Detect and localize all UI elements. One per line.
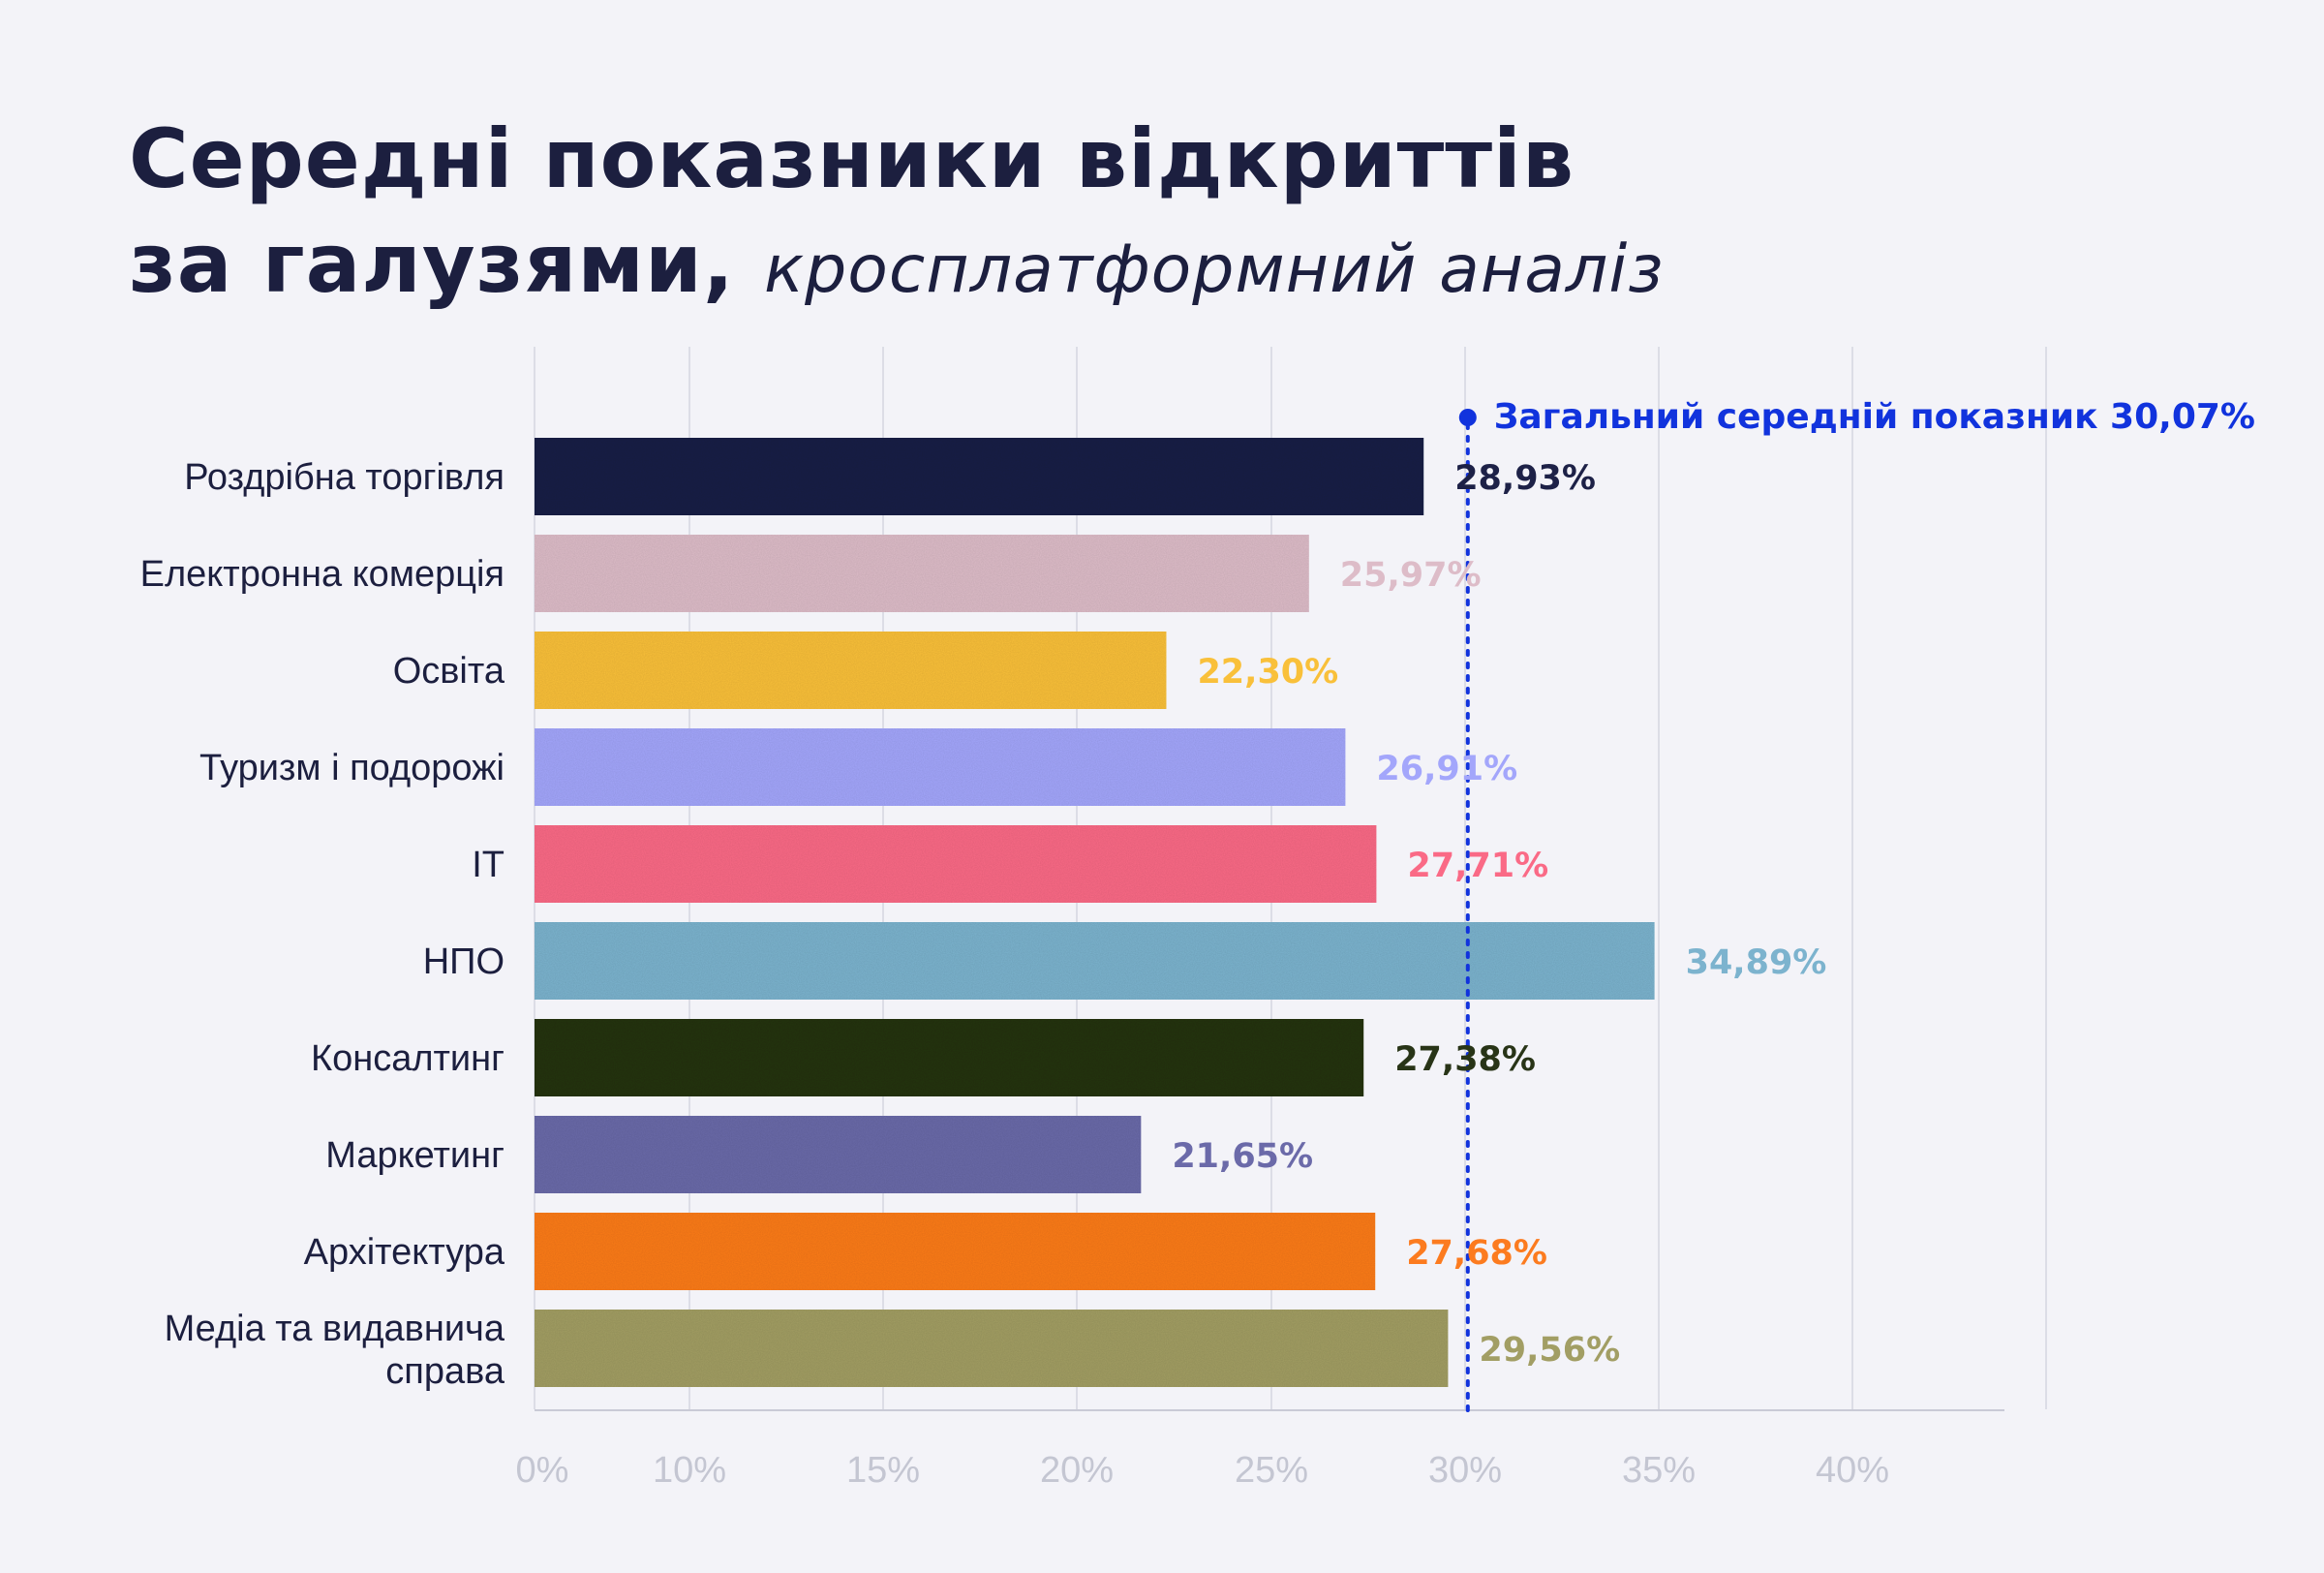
data-label: 27,68% [1406,1234,1547,1273]
x-tick-label: 20% [1040,1450,1114,1491]
average-marker-dot [1458,409,1477,426]
chart-title: Середні показники відкриттів за галузями… [129,107,1664,323]
labels: 0% 10% 15% 20% 25% 30% 35% 40% Роздрібна торгівл… [140,457,1889,1491]
bar [535,438,1424,515]
category-label: Консалтинг [311,1038,505,1079]
data-label: 26,91% [1376,750,1517,788]
category-label: справа [385,1351,505,1392]
category-label: Туризм і подорожі [199,748,505,788]
category-label: Маркетинг [325,1135,505,1176]
bars [535,438,1655,1387]
x-tick-label: 0% [516,1450,569,1491]
title-line-2: за галузями, кросплатформний аналіз [129,211,1664,323]
bar [535,1310,1449,1387]
title-line-1: Середні показники відкриттів [129,111,1575,206]
category-label: Роздрібна торгівля [184,457,505,498]
x-tick-label: 35% [1622,1450,1696,1491]
x-tick-label: 40% [1816,1450,1889,1491]
bar [535,1116,1142,1193]
category-label: ІТ [472,845,505,885]
data-label: 25,97% [1340,556,1482,595]
data-label: 27,38% [1394,1040,1536,1079]
bar [535,535,1309,612]
title-bold-part: за галузями, [129,216,735,311]
x-tick-label: 25% [1235,1450,1308,1491]
category-label: Архітектура [304,1232,505,1273]
data-label: 21,65% [1172,1137,1313,1176]
x-tick-label: 10% [653,1450,726,1491]
data-label: 22,30% [1197,653,1338,692]
data-label: 34,89% [1686,943,1827,982]
average-reference-label: Загальний середній показник 30,07% [1494,397,2255,437]
category-label: Освіта [393,651,505,692]
bar [535,825,1377,903]
chart-subtitle: кросплатформний аналіз [764,231,1665,308]
category-label: НПО [423,941,505,982]
data-label: 29,56% [1479,1331,1620,1370]
bar [535,922,1655,1000]
data-label: 28,93% [1454,459,1596,498]
bar [535,1019,1364,1096]
reference-line-group: Загальний середній показник 30,07% [1458,397,2255,1418]
x-tick-label: 15% [846,1450,920,1491]
x-tick-label: 30% [1428,1450,1502,1491]
bar [535,1213,1376,1290]
bar [535,728,1346,806]
data-label: 27,71% [1407,847,1548,885]
category-label: Медіа та видавнича [165,1309,505,1349]
bar [535,632,1167,709]
category-label: Електронна комерція [140,554,505,595]
